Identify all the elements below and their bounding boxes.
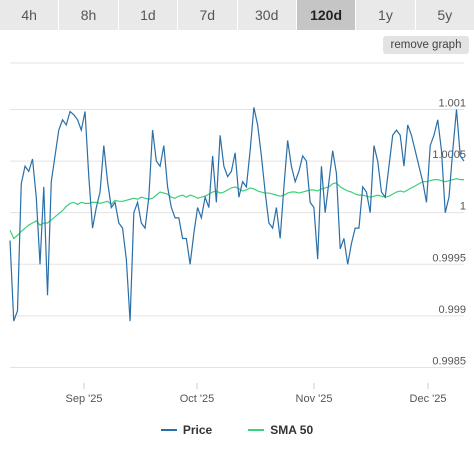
tab-30d[interactable]: 30d [237, 0, 297, 30]
legend: Price SMA 50 [0, 420, 474, 440]
legend-swatch-price [160, 429, 177, 431]
tab-4h[interactable]: 4h [0, 0, 60, 30]
legend-item-price[interactable]: Price [160, 420, 213, 440]
x-tick-label: Nov '25 [296, 393, 333, 405]
x-tick-label: Oct '25 [180, 393, 215, 405]
legend-label-sma: SMA 50 [270, 423, 314, 437]
tab-7d[interactable]: 7d [178, 0, 238, 30]
legend-label-price: Price [182, 423, 213, 437]
y-tick-label: 0.999 [438, 304, 466, 316]
y-tick-label: 0.9995 [432, 252, 466, 264]
x-tick-label: Dec '25 [410, 393, 447, 405]
legend-swatch-sma [248, 429, 265, 431]
tab-120d[interactable]: 120d [296, 0, 357, 30]
grid-lines [10, 62, 464, 369]
series-line-sma-50 [9, 177, 464, 240]
x-axis-ticks: Sep '25 Oct '25 Nov '25 Dec '25 [66, 383, 447, 405]
remove-graph-button[interactable]: remove graph [383, 36, 469, 54]
tab-5y[interactable]: 5y [415, 0, 474, 30]
legend-item-sma[interactable]: SMA 50 [248, 420, 313, 440]
tab-1y[interactable]: 1y [356, 0, 416, 30]
range-tabs: 4h 8h 1d 7d 30d 120d 1y 5y [0, 0, 474, 30]
tab-8h[interactable]: 8h [59, 0, 119, 30]
y-tick-label: 1.001 [438, 97, 466, 109]
y-axis-ticks: 1.001 1.0005 1 0.9995 0.999 0.9985 [432, 97, 466, 367]
series-line-price [9, 107, 465, 322]
y-tick-label: 0.9985 [432, 356, 466, 368]
y-tick-label: 1.0005 [432, 149, 466, 161]
y-tick-label: 1 [460, 201, 466, 213]
x-tick-label: Sep '25 [66, 393, 103, 405]
tab-1d[interactable]: 1d [118, 0, 179, 30]
